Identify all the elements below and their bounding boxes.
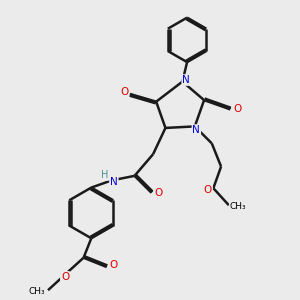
Text: N: N bbox=[182, 75, 190, 85]
Text: O: O bbox=[154, 188, 163, 198]
Text: O: O bbox=[120, 87, 128, 98]
Text: O: O bbox=[110, 260, 118, 271]
Text: O: O bbox=[233, 104, 241, 114]
Text: O: O bbox=[204, 185, 212, 195]
Text: N: N bbox=[110, 177, 118, 187]
Text: H: H bbox=[101, 170, 108, 180]
Text: CH₃: CH₃ bbox=[230, 202, 246, 211]
Text: CH₃: CH₃ bbox=[29, 287, 46, 296]
Text: O: O bbox=[61, 272, 69, 282]
Text: N: N bbox=[193, 125, 200, 135]
